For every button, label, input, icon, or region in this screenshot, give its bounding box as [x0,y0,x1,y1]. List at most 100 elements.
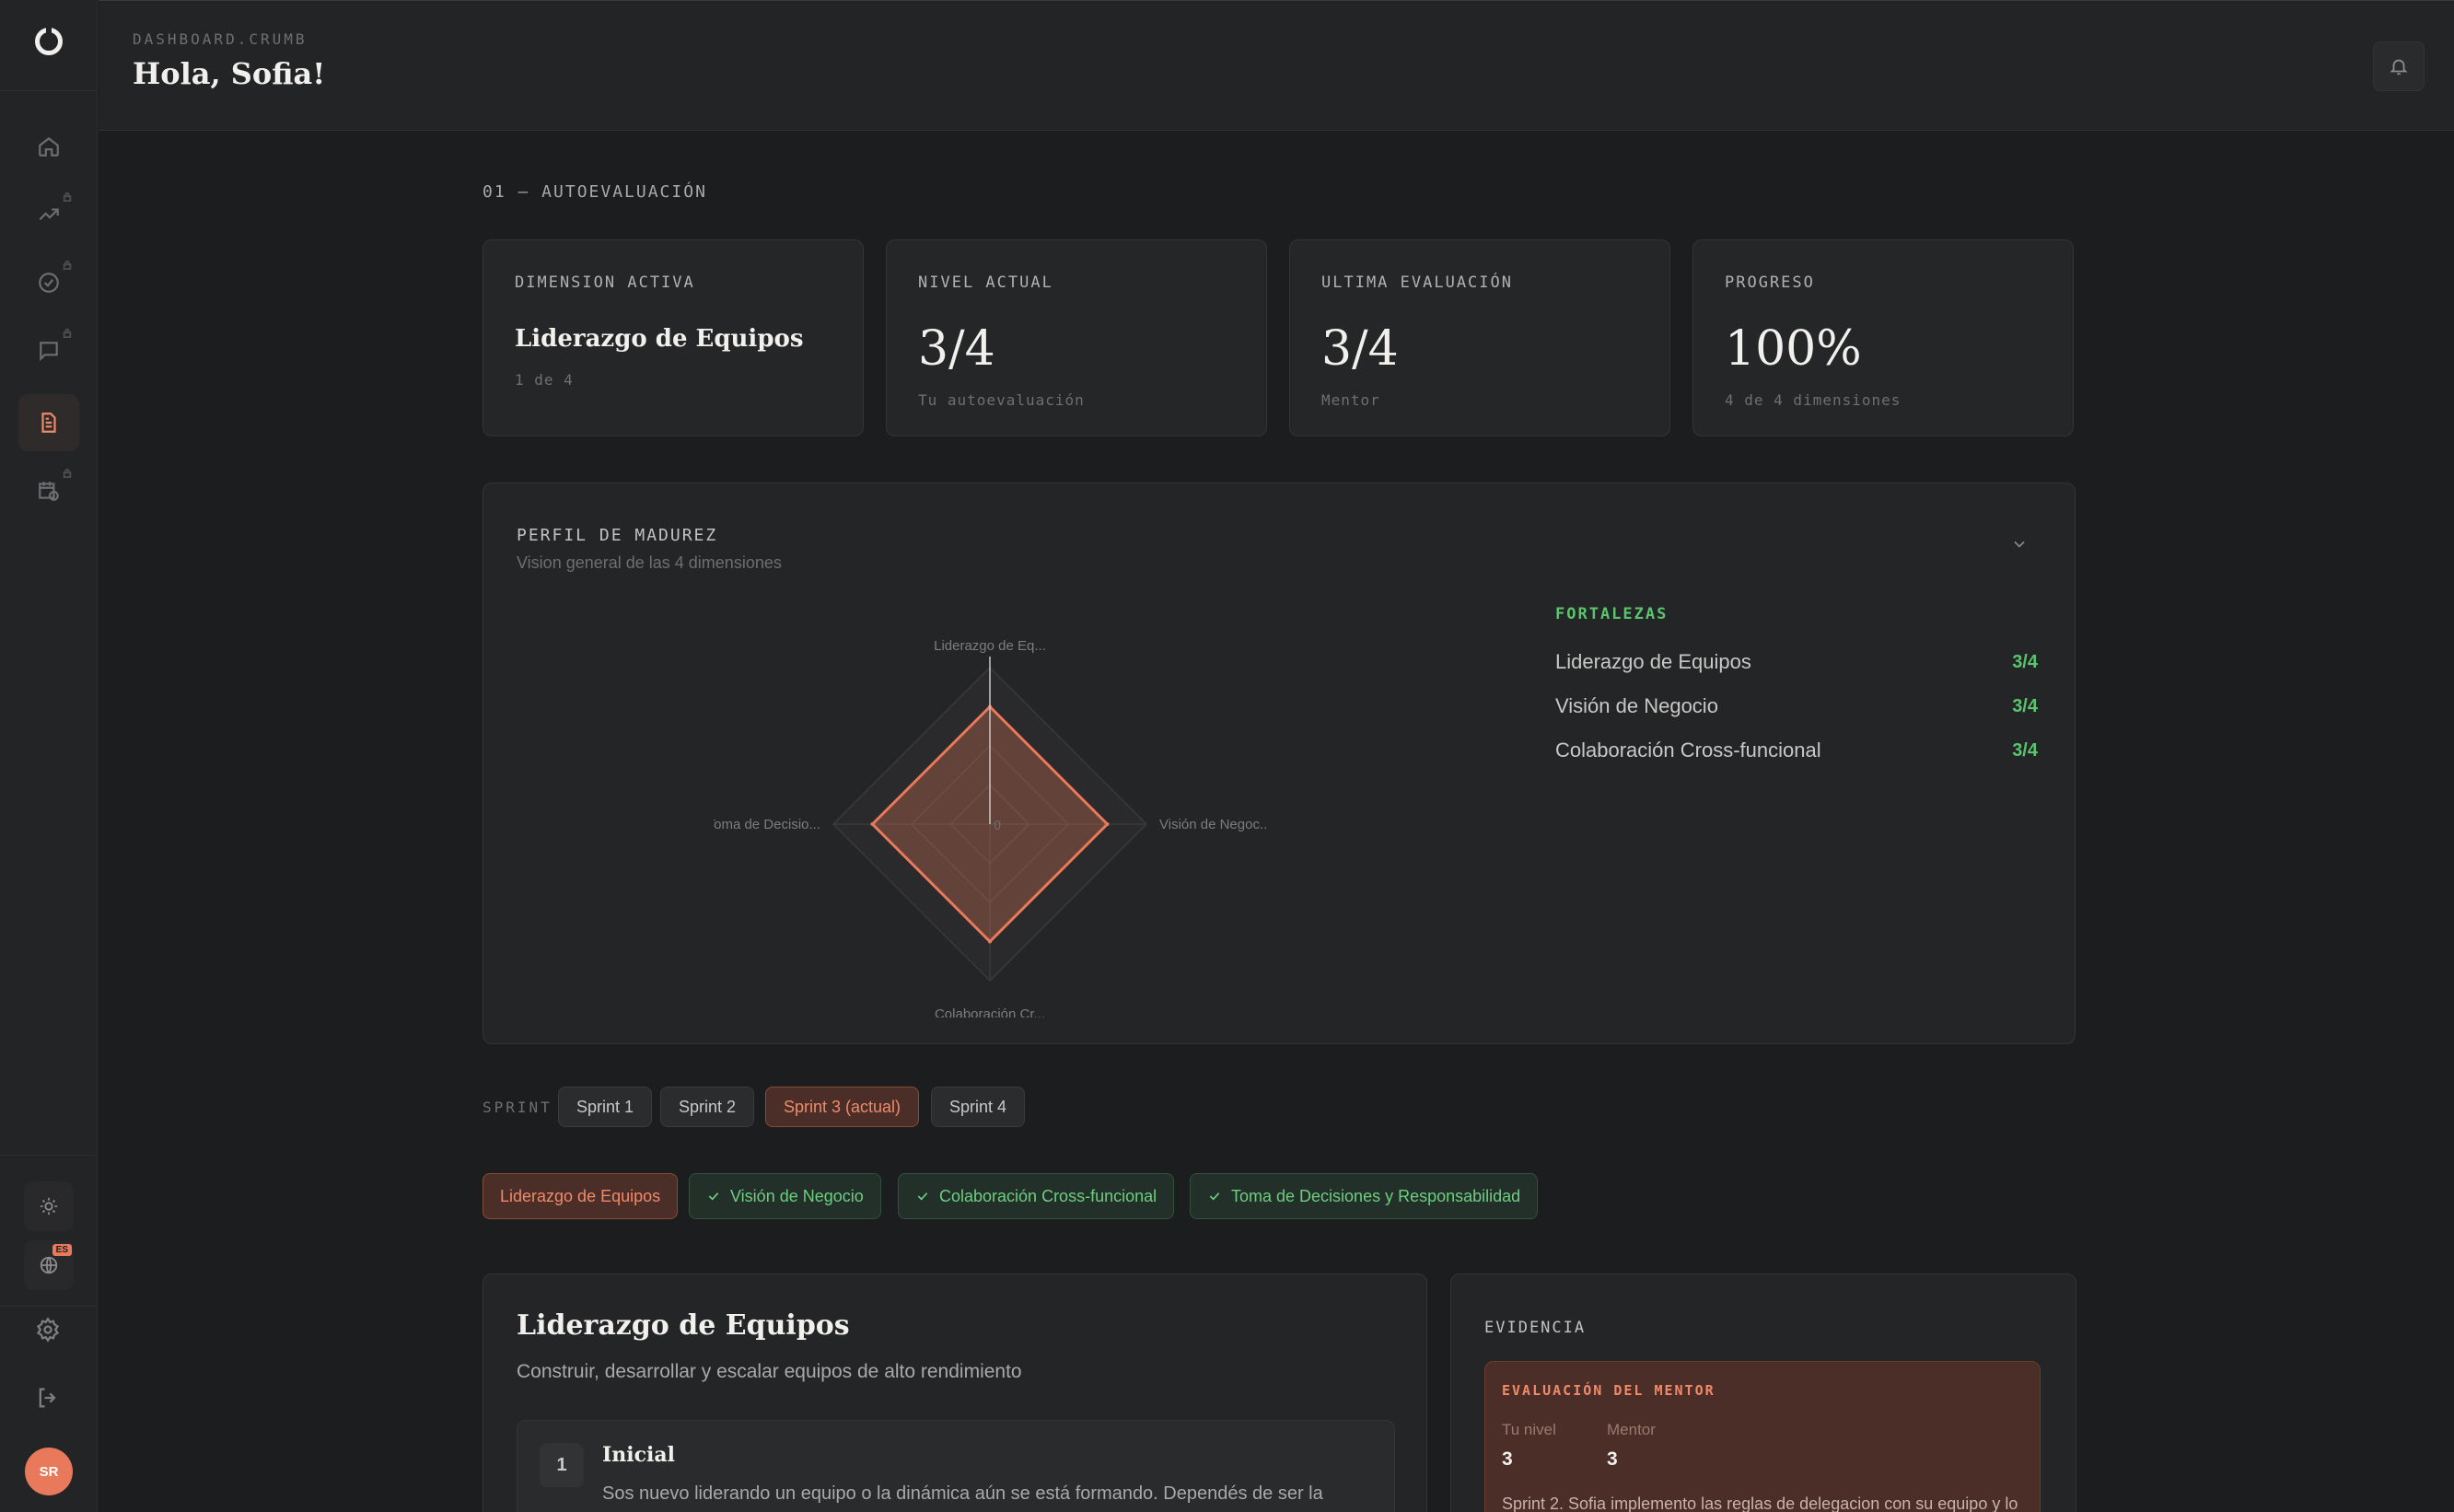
strength-name: Visión de Negocio [1555,694,1718,717]
sidebar-item-home[interactable] [18,118,79,175]
radar-axis-label: Liderazgo de Eq... [934,638,1046,654]
mentor-level-value: 3 [1607,1448,1618,1470]
sidebar-item-calendar[interactable] [18,462,79,519]
check-circle-icon [39,273,59,293]
lock-icon [63,326,72,339]
settings-button[interactable] [35,1317,61,1343]
mentor-level-label: Mentor [1607,1421,1656,1438]
check-icon [917,1192,928,1201]
strength-item: Colaboración Cross-funcional 3/4 [1555,728,2038,773]
radar-point [988,939,992,944]
panel-subtitle: Vision general de las 4 dimensiones [517,553,782,572]
level-option[interactable]: 1 Inicial Sos nuevo liderando un equipo … [517,1420,1395,1512]
language-badge: ES [52,1244,72,1256]
stat-sub: 1 de 4 [515,371,574,389]
stat-sub: 4 de 4 dimensiones [1725,391,1902,409]
document-icon [41,413,56,433]
strength-name: Liderazgo de Equipos [1555,650,1751,673]
home-icon [39,136,59,157]
lock-icon [63,190,72,203]
avatar[interactable]: SR [25,1448,73,1495]
stat-value: 3/4 [918,321,995,377]
stat-label: NIVEL ACTUAL [918,273,1053,292]
sidebar-divider [0,1155,98,1156]
dimension-label: Liderazgo de Equipos [500,1186,661,1205]
top-header: DASHBOARD.CRUMB Hola, Sofia! [99,0,2454,131]
sidebar-divider [0,1306,98,1307]
your-level-label: Tu nivel [1502,1421,1556,1438]
evidence-card: EVIDENCIA EVALUACIÓN DEL MENTOR Tu nivel… [1450,1274,2076,1512]
strength-value: 3/4 [2012,651,2038,672]
radar-chart: 0 Liderazgo de Eq... Visión de Negoc... Col… [714,638,1266,1018]
strengths-title: FORTALEZAS [1555,605,1669,623]
tab-sprint-2[interactable]: Sprint 2 [660,1087,755,1127]
level-description: Sos nuevo liderando un equipo o la dinám… [602,1483,1323,1504]
radar-point [870,822,875,826]
panel-title: PERFIL DE MADUREZ [517,526,718,545]
detail-subtitle: Construir, desarrollar y escalar equipos… [517,1361,1022,1382]
theme-toggle-button[interactable] [24,1181,74,1231]
strength-name: Colaboración Cross-funcional [1555,739,1821,762]
level-number: 1 [540,1443,584,1487]
radar-axis-label: Colaboración Cr... [935,1006,1045,1018]
logout-button[interactable] [35,1385,61,1411]
stat-sub: Mentor [1321,391,1380,409]
logo-icon[interactable] [35,24,63,55]
mentor-evaluation-title: EVALUACIÓN DEL MENTOR [1502,1382,1715,1399]
check-icon [1209,1192,1220,1201]
your-level: Tu nivel 3 [1502,1421,1556,1471]
stat-value: 3/4 [1321,321,1399,377]
page-title: Hola, Sofia! [133,56,326,91]
sprint-label: SPRINT [483,1099,552,1116]
tab-sprint-1[interactable]: Sprint 1 [558,1087,653,1127]
sidebar-divider [0,90,98,91]
mentor-level: Mentor 3 [1607,1421,1656,1471]
dimension-tab-business[interactable]: Visión de Negocio [689,1173,881,1219]
trending-up-icon [39,208,59,221]
strength-item: Liderazgo de Equipos 3/4 [1555,640,2038,684]
evidence-title: EVIDENCIA [1484,1319,1587,1337]
notifications-button[interactable] [2373,41,2425,91]
stat-card-active-dimension: DIMENSION ACTIVA Liderazgo de Equipos 1 … [483,239,864,436]
stat-label: ULTIMA EVALUACIÓN [1321,273,1513,292]
collapse-button[interactable] [2010,535,2029,553]
your-level-value: 3 [1502,1448,1513,1470]
sidebar-item-chat[interactable] [18,322,79,379]
chevron-down-icon [2014,541,2025,548]
section-label: 01 — AUTOEVALUACIÓN [483,182,707,202]
stat-card-current-level: NIVEL ACTUAL 3/4 Tu autoevaluación [886,239,1267,436]
logout-icon [39,1388,56,1408]
lock-icon [63,258,72,271]
dimension-label: Toma de Decisiones y Responsabilidad [1231,1186,1521,1205]
calendar-clock-icon [39,482,59,501]
sidebar: ES SR [0,0,98,1512]
dimension-tab-collaboration[interactable]: Colaboración Cross-funcional [898,1173,1175,1219]
language-button[interactable]: ES [24,1240,74,1290]
dimension-tab-decisions[interactable]: Toma de Decisiones y Responsabilidad [1190,1173,1539,1219]
detail-title: Liderazgo de Equipos [517,1309,850,1342]
sidebar-item-check[interactable] [18,254,79,311]
gear-icon [36,1317,60,1343]
strength-item: Visión de Negocio 3/4 [1555,684,2038,728]
stat-card-progress: PROGRESO 100% 4 de 4 dimensiones [1692,239,2074,436]
radar-axis-label: Visión de Negoc... [1159,817,1266,832]
check-icon [708,1192,719,1201]
strength-value: 3/4 [2012,739,2038,761]
stat-card-last-evaluation: ULTIMA EVALUACIÓN 3/4 Mentor [1289,239,1670,436]
stat-label: DIMENSION ACTIVA [515,273,695,292]
maturity-profile-panel: PERFIL DE MADUREZ Vision general de las … [483,483,2076,1044]
stat-label: PROGRESO [1725,273,1815,292]
mentor-evaluation-text: Sprint 2. Sofia implemento las reglas de… [1502,1495,2018,1512]
stat-value: 100% [1725,321,1862,377]
dimension-detail-card: Liderazgo de Equipos Construir, desarrol… [483,1274,1427,1512]
sun-icon [40,1197,58,1215]
dimension-tab-leadership[interactable]: Liderazgo de Equipos [483,1173,679,1219]
tab-sprint-4[interactable]: Sprint 4 [931,1087,1026,1127]
stat-sub: Tu autoevaluación [918,391,1085,409]
dimension-label: Colaboración Cross-funcional [939,1186,1157,1205]
sidebar-item-documents[interactable] [18,394,79,451]
tab-sprint-3[interactable]: Sprint 3 (actual) [765,1087,920,1127]
dimension-label: Visión de Negocio [730,1186,864,1205]
sidebar-item-trends[interactable] [18,186,79,243]
mentor-evaluation-box: EVALUACIÓN DEL MENTOR Tu nivel 3 Mentor … [1484,1361,2041,1512]
